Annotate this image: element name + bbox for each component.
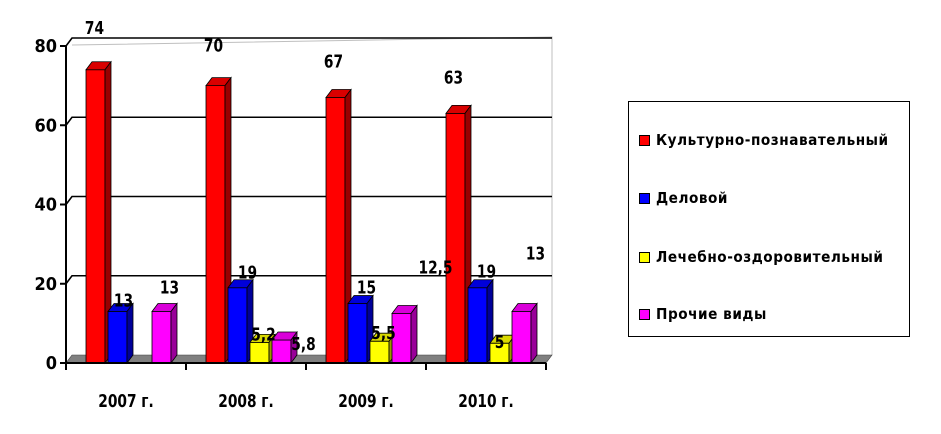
gridline [65,37,552,47]
bar-side [530,302,538,365]
plot-area-frame [65,36,553,364]
legend-swatch-health [639,251,650,263]
bar-front [369,340,390,364]
data-label: 19 [477,260,496,282]
data-label: 5,5 [371,322,395,344]
data-label: 5,2 [251,323,275,345]
data-label: 67 [324,50,343,72]
legend-swatch-other [639,308,650,320]
legend-label-cultural: Культурно-познавательный [656,131,889,149]
legend-label-health: Лечебно-оздоровительный [656,248,884,266]
bar-front [467,287,488,364]
data-label: 74 [85,17,104,39]
legend-item-business: Деловой [639,189,738,207]
legend-label-other: Прочие виды [656,305,767,323]
y-tick-label: 60 [34,115,57,136]
y-tick-label: 20 [34,274,57,295]
data-label: 13 [114,289,133,311]
bar-front [249,341,270,364]
y-tick-label: 40 [34,195,57,216]
data-label: 5 [495,331,505,353]
legend-label-business: Деловой [656,189,729,207]
bar-side [170,302,178,365]
x-tick-label: 2007 г. [98,390,153,412]
data-label: 63 [444,66,463,88]
legend: Культурно-познавательный Деловой Лечебно… [628,101,910,337]
bar-side [290,330,298,365]
bar-front [107,311,128,364]
bar-front [347,303,368,364]
gridlines [65,37,552,285]
data-label: 19 [238,261,257,283]
bar-front [85,69,106,364]
data-label: 5,8 [291,333,315,355]
data-labels: 74 13 13 70 19 5,2 5,8 67 15 5,5 12,5 63 19 5 13 [85,17,545,355]
axes [60,45,547,370]
data-label: 13 [160,276,179,298]
bar-front [325,97,346,364]
bar-front [205,85,226,364]
gridline [65,116,552,126]
data-label: 70 [204,34,223,56]
legend-item-other: Прочие виды [639,305,782,323]
data-label: 12,5 [419,256,453,278]
x-tick-label: 2009 г. [338,390,393,412]
data-label: 13 [526,242,545,264]
legend-item-cultural: Культурно-познавательный [639,131,920,149]
data-label: 15 [357,276,376,298]
y-tick-label: 80 [34,36,57,57]
tick-labels: 0 20 40 60 80 2007 г. 2008 г. 2009 г. 2010 г. [34,36,513,411]
bar-front [445,112,466,364]
bar-side [126,302,134,365]
bar-front [227,287,248,364]
x-tick-label: 2010 г. [458,390,513,412]
bar-side [410,304,418,365]
legend-swatch-cultural [639,134,650,146]
bar-front [511,311,532,364]
gridline [65,195,552,205]
y-tick-label: 0 [46,353,57,374]
legend-item-health: Лечебно-оздоровительный [639,248,914,266]
x-tick-label: 2008 г. [218,390,273,412]
bar-front [151,311,172,364]
bars [85,60,538,365]
gridline [65,274,552,285]
legend-swatch-business [639,192,650,204]
